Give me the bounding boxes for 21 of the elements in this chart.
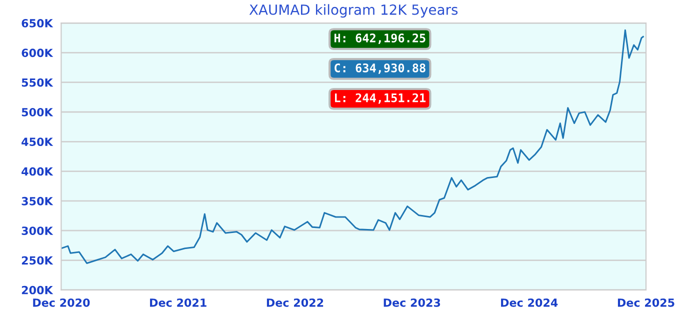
chart-title: XAUMAD kilogram 12K 5years (249, 4, 458, 18)
annotation: L: 244,151.21 (335, 93, 426, 104)
y-tick-label: 550K (22, 78, 54, 87)
y-tick-label: 300K (22, 226, 54, 235)
x-tick-label: Dec 2021 (150, 298, 206, 307)
annotation: C: 634,930.88 (334, 63, 426, 74)
y-tick-label: 600K (22, 48, 54, 58)
y-tick-label: 250K (22, 256, 54, 265)
x-tick-label: Dec 2020 (33, 298, 90, 307)
x-tick-label: Dec 2025 (618, 298, 674, 307)
x-tick-label: Dec 2024 (501, 298, 558, 307)
y-tick-label: 650K (22, 19, 54, 28)
y-tick-label: 200K (22, 286, 54, 294)
annotation: H: 642,196.25 (334, 34, 426, 44)
y-tick-label: 500K (22, 108, 54, 116)
y-tick-label: 400K (22, 167, 54, 176)
y-tick-label: 450K (22, 138, 54, 146)
line-series (61, 29, 644, 264)
x-tick-label: Dec 2023 (384, 298, 440, 307)
x-tick-label: Dec 2022 (266, 298, 324, 307)
y-tick-label: 350K (22, 196, 54, 206)
